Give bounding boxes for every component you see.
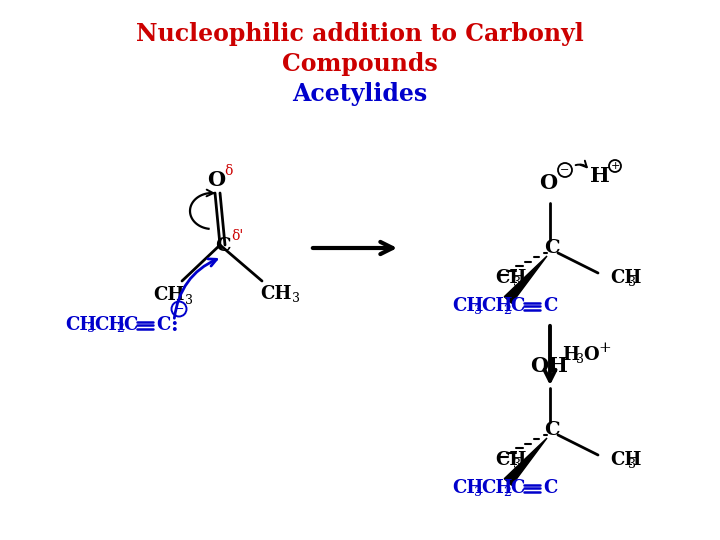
Text: :: : xyxy=(170,315,178,335)
Text: 3: 3 xyxy=(628,276,636,289)
Text: +: + xyxy=(611,161,620,171)
Text: C: C xyxy=(544,421,560,439)
Text: C: C xyxy=(215,237,231,255)
Text: C: C xyxy=(544,239,560,257)
Polygon shape xyxy=(504,438,547,485)
Text: C: C xyxy=(543,479,557,497)
Text: CH: CH xyxy=(481,479,513,497)
Text: O: O xyxy=(583,347,598,364)
Text: 3: 3 xyxy=(87,322,95,335)
Text: CH: CH xyxy=(481,297,513,315)
Text: CH: CH xyxy=(452,297,483,315)
Text: −: − xyxy=(560,165,570,175)
Text: 3: 3 xyxy=(474,303,482,316)
Text: 3: 3 xyxy=(513,276,521,289)
Text: CH: CH xyxy=(261,285,292,303)
Text: Acetylides: Acetylides xyxy=(292,82,428,106)
Text: CH: CH xyxy=(495,269,526,287)
Text: C: C xyxy=(510,479,524,497)
Text: CH: CH xyxy=(94,316,125,334)
Text: CH: CH xyxy=(610,269,642,287)
Text: O: O xyxy=(207,170,225,190)
Text: C: C xyxy=(156,316,171,334)
Text: CH: CH xyxy=(495,451,526,469)
Text: CH: CH xyxy=(65,316,96,334)
Text: C: C xyxy=(543,297,557,315)
Text: 3: 3 xyxy=(185,294,193,307)
Text: CH: CH xyxy=(452,479,483,497)
Text: 2: 2 xyxy=(503,485,511,498)
Text: δ: δ xyxy=(224,164,232,178)
Text: 3: 3 xyxy=(628,458,636,471)
Text: OH: OH xyxy=(530,356,568,376)
Text: H: H xyxy=(590,166,610,186)
Text: Nucleophilic addition to Carbonyl: Nucleophilic addition to Carbonyl xyxy=(136,22,584,46)
Text: CH: CH xyxy=(610,451,642,469)
Text: 3: 3 xyxy=(576,353,584,366)
Text: 2: 2 xyxy=(116,322,124,335)
Text: C: C xyxy=(123,316,138,334)
Text: 3: 3 xyxy=(513,458,521,471)
Text: 3: 3 xyxy=(474,485,482,498)
Text: +: + xyxy=(598,341,611,354)
Text: CH: CH xyxy=(153,286,185,304)
Polygon shape xyxy=(504,256,547,303)
Text: δ': δ' xyxy=(231,229,243,243)
Text: 2: 2 xyxy=(503,303,511,316)
Text: C: C xyxy=(510,297,524,315)
Text: Compounds: Compounds xyxy=(282,52,438,76)
Text: O: O xyxy=(539,173,557,193)
Text: 3: 3 xyxy=(292,293,300,306)
Text: −: − xyxy=(174,302,184,315)
Text: H: H xyxy=(562,347,579,364)
